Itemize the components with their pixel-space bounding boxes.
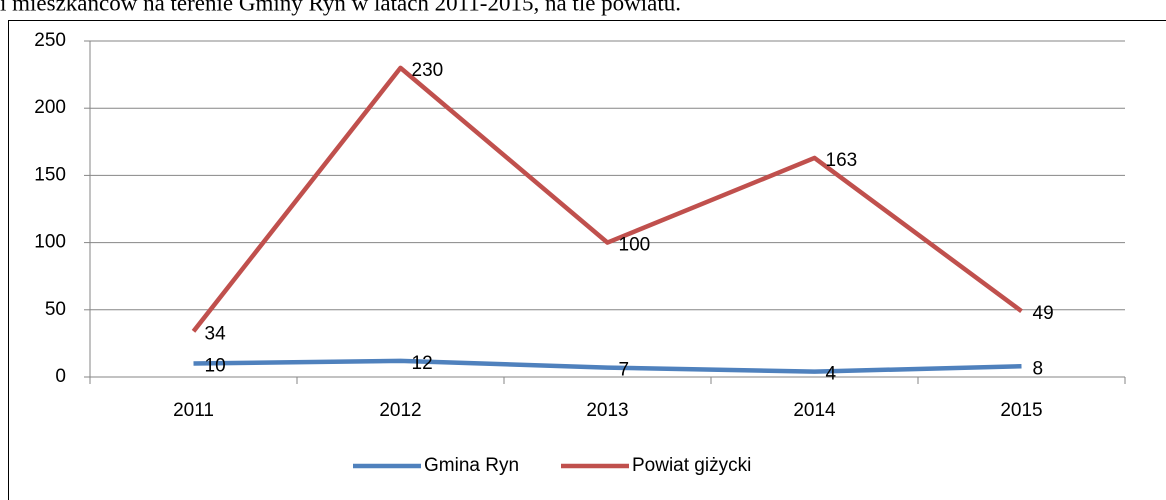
data-label: 8 [1033,358,1044,379]
y-tick-label: 100 [34,232,66,253]
x-tick-label: 2012 [379,400,421,421]
y-tick-label: 250 [34,30,66,51]
y-tick-label: 200 [34,97,66,118]
data-label: 34 [205,323,227,344]
x-tick-label: 2014 [793,400,836,421]
x-tick-label: 2013 [586,400,628,421]
x-tick-label: 2011 [173,400,214,421]
data-label: 10 [205,356,226,377]
data-label: 49 [1033,303,1054,324]
data-label: 100 [619,235,651,256]
legend-label: Gmina Ryn [424,455,519,476]
x-tick-label: 2015 [1000,400,1042,421]
data-label: 7 [619,360,630,381]
y-tick-label: 150 [34,164,66,185]
data-label: 230 [412,60,444,81]
legend-label: Powiat giżycki [632,455,751,476]
y-tick-label: 50 [45,299,66,320]
data-label: 163 [826,150,858,171]
chart-title: i mieszkańców na terenie Gminy Ryn w lat… [0,0,681,15]
chart-border [8,20,1166,500]
series-line [191,65,1023,333]
y-tick-label: 0 [55,366,66,387]
series-line [193,358,1022,374]
data-label: 4 [826,364,837,385]
data-label: 12 [412,353,433,374]
